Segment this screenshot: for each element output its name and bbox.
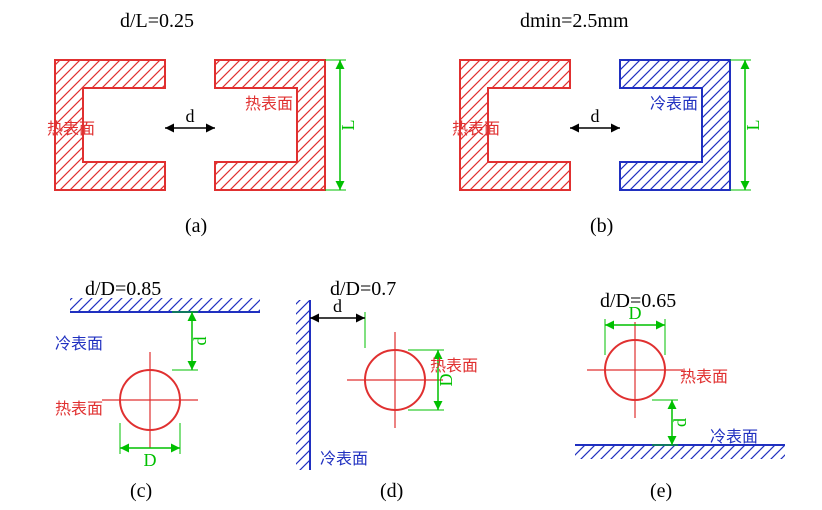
annotation-label: 冷表面 [320,445,368,469]
panel-sublabel-a: (a) [185,215,207,238]
annotation-label: 热表面 [47,115,95,139]
panel-title-c: d/D=0.85 [85,278,161,301]
panel-title-d: d/D=0.7 [330,278,396,301]
annotation-label: 热表面 [680,363,728,387]
svg-text:L: L [743,120,763,131]
panel-title-b: dmin=2.5mm [520,10,629,33]
panel-title-e: d/D=0.65 [600,290,676,313]
panel-sublabel-b: (b) [590,215,613,238]
annotation-label: 热表面 [55,395,103,419]
annotation-label: 热表面 [452,115,500,139]
panel-sublabel-c: (c) [130,480,152,503]
diagram-canvas: dLdLdDdDdD [0,0,822,510]
annotation-label: 热表面 [430,352,478,376]
svg-text:D: D [144,450,157,470]
svg-text:d: d [190,337,210,346]
panel-sublabel-d: (d) [380,480,403,503]
svg-text:d: d [591,106,600,126]
svg-text:d: d [670,418,690,427]
annotation-label: 热表面 [245,90,293,114]
panel-title-a: d/L=0.25 [120,10,194,33]
annotation-label: 冷表面 [650,90,698,114]
annotation-label: 冷表面 [710,423,758,447]
svg-text:d: d [186,106,195,126]
annotation-label: 冷表面 [55,330,103,354]
svg-text:L: L [338,120,358,131]
panel-sublabel-e: (e) [650,480,672,503]
